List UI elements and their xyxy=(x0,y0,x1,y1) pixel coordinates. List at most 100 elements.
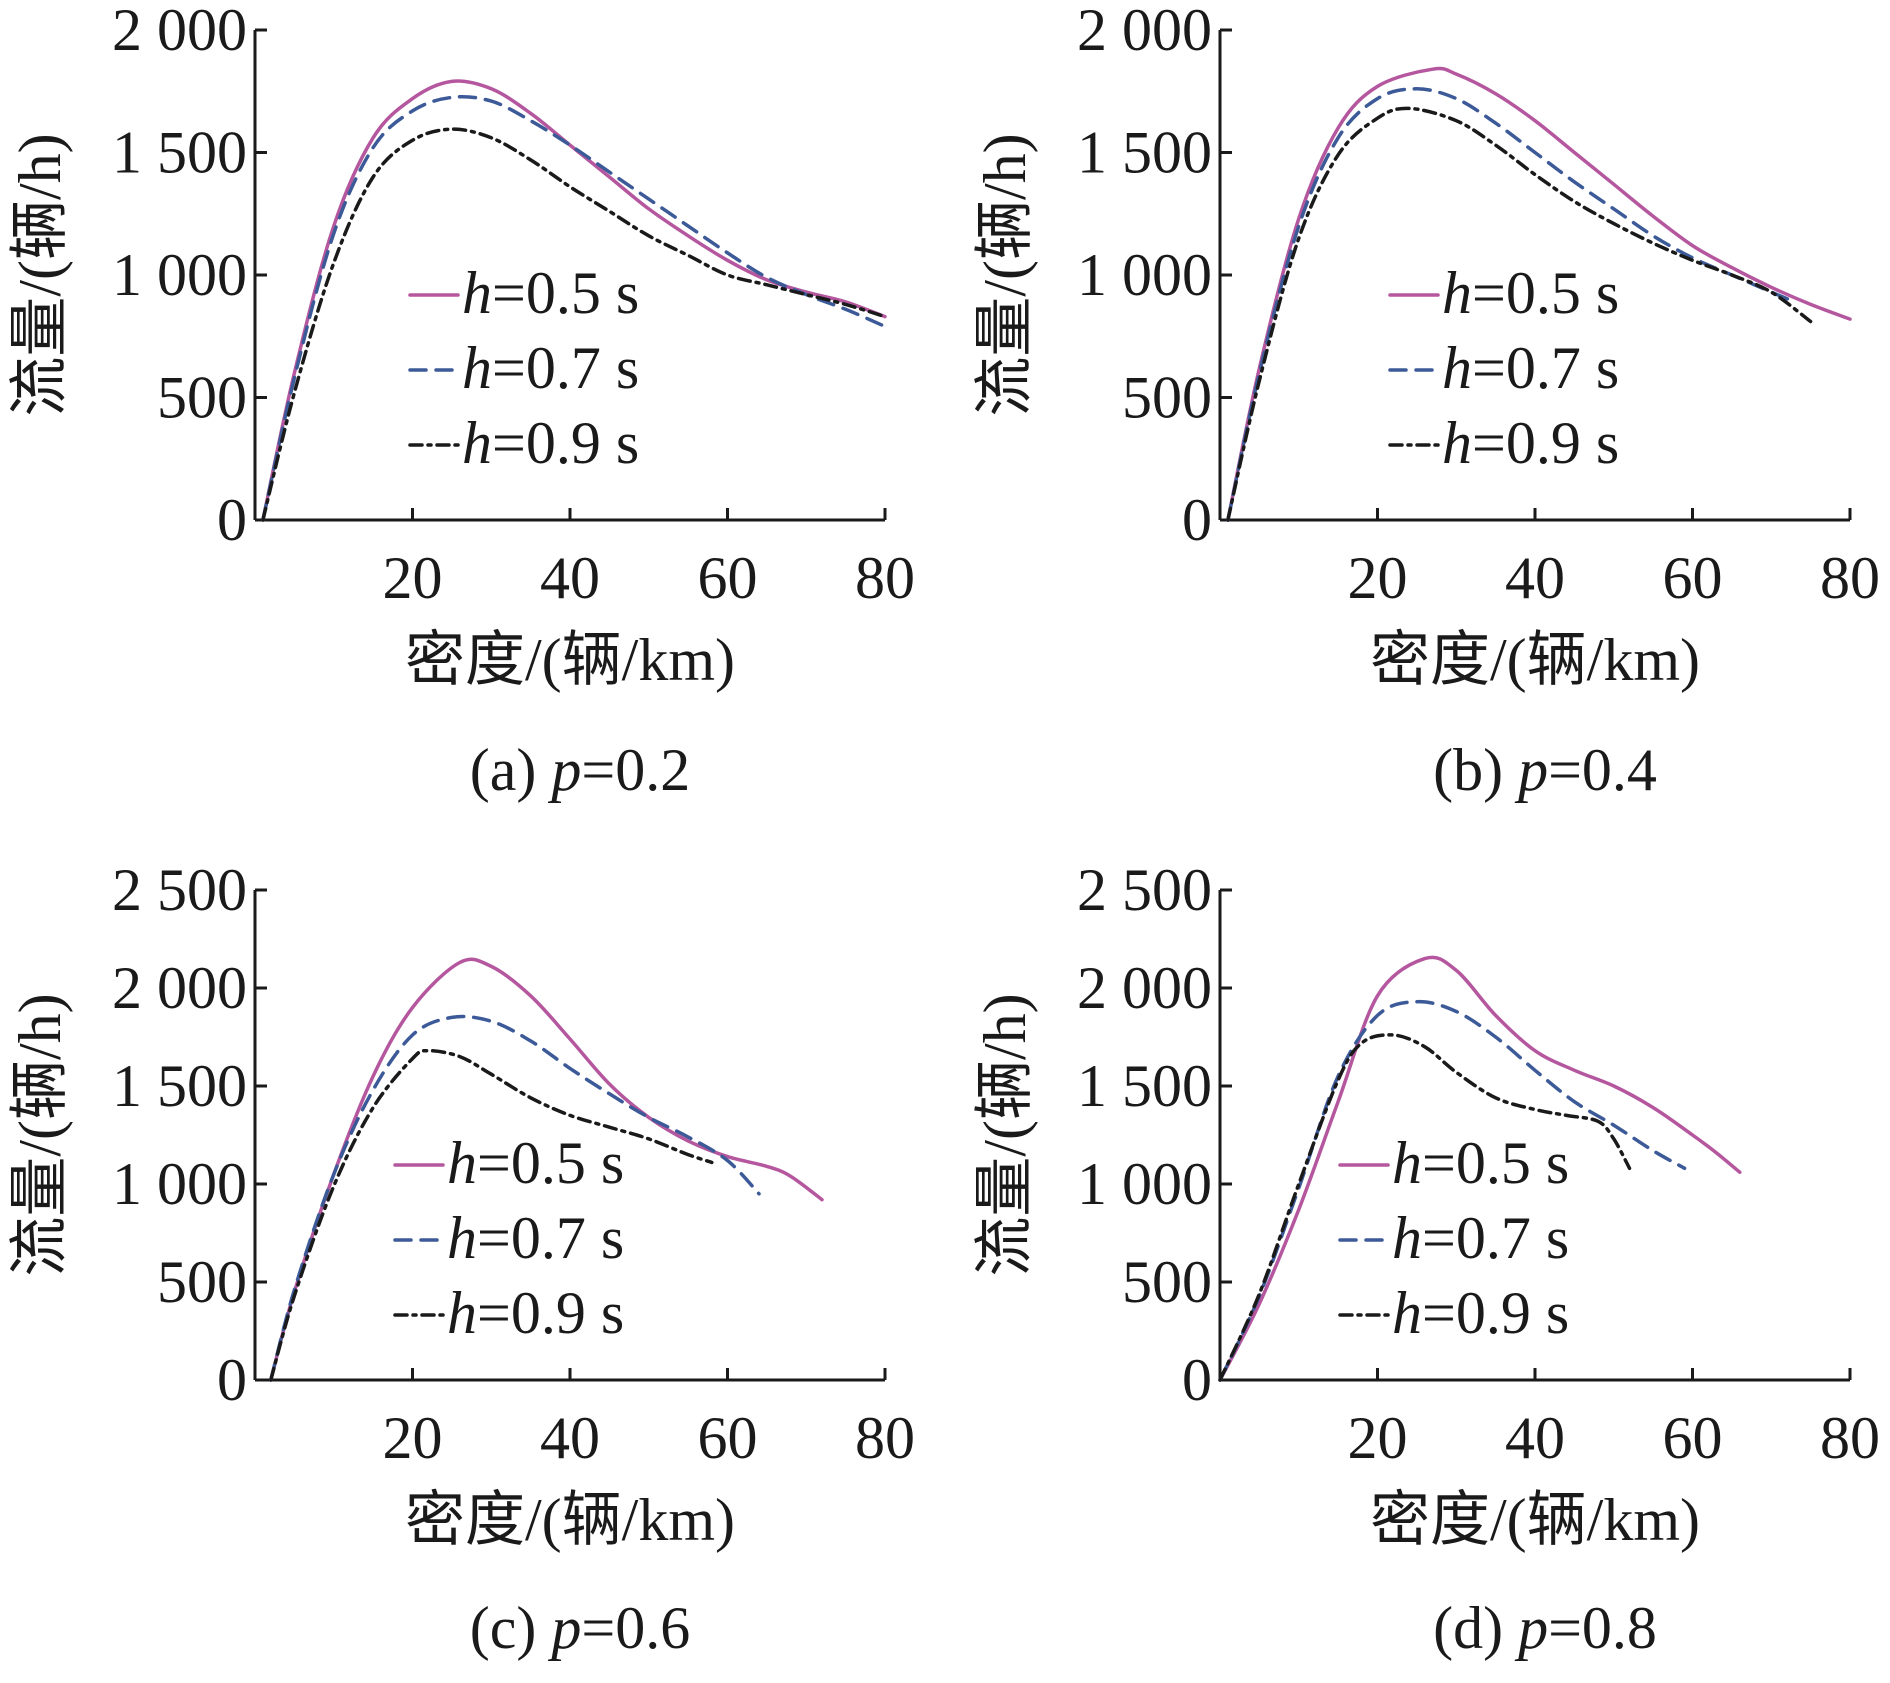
caption-prefix: (c) xyxy=(470,1595,552,1661)
legend-value: =0.7 s xyxy=(477,1205,624,1271)
legend-var: h xyxy=(462,410,492,476)
y-tick-label: 0 xyxy=(1182,1347,1212,1413)
legend-value: =0.5 s xyxy=(477,1130,624,1196)
x-axis-title: 密度/(辆/km) xyxy=(405,1487,735,1553)
panel-caption: (c) p=0.6 xyxy=(470,1595,690,1661)
legend-value: =0.7 s xyxy=(492,335,639,401)
caption-var: p xyxy=(1514,1595,1548,1661)
caption-prefix: (a) xyxy=(470,737,552,803)
y-tick-label: 500 xyxy=(157,365,247,431)
legend-label-3: h=0.9 s xyxy=(1442,410,1619,476)
y-tick-label: 1 500 xyxy=(1077,1053,1212,1119)
legend-label-2: h=0.7 s xyxy=(1442,335,1619,401)
legend-label-1: h=0.5 s xyxy=(447,1130,624,1196)
legend-label-1: h=0.5 s xyxy=(1442,260,1619,326)
y-tick-label: 0 xyxy=(217,487,247,553)
x-tick-label: 20 xyxy=(1348,1405,1408,1471)
legend-value: =0.5 s xyxy=(1422,1130,1569,1196)
caption-value: =0.6 xyxy=(581,1595,690,1661)
y-tick-label: 0 xyxy=(217,1347,247,1413)
caption-value: =0.8 xyxy=(1548,1595,1657,1661)
legend-label-2: h=0.7 s xyxy=(447,1205,624,1271)
caption-var: p xyxy=(1514,737,1548,803)
panel-b: 0 500 1 000 1 500 2 000 20 40 60 80 密度/(辆/km) 流量/(… xyxy=(972,0,1880,803)
x-tick-label: 80 xyxy=(1820,1405,1880,1471)
legend-label-2: h=0.7 s xyxy=(462,335,639,401)
x-axis-title: 密度/(辆/km) xyxy=(1370,627,1700,693)
legend-var: h xyxy=(462,335,492,401)
series-line-2 xyxy=(1226,87,1797,522)
legend-value: =0.7 s xyxy=(1472,335,1619,401)
legend-var: h xyxy=(1442,260,1472,326)
y-tick-label: 500 xyxy=(1122,1249,1212,1315)
legend-value: =0.9 s xyxy=(492,410,639,476)
series-line-3 xyxy=(1218,1033,1632,1382)
caption-var: p xyxy=(547,737,581,803)
x-tick-label: 40 xyxy=(540,545,600,611)
y-tick-label: 500 xyxy=(1122,365,1212,431)
legend-var: h xyxy=(1442,335,1472,401)
y-axis-title: 流量/(辆/h) xyxy=(7,133,73,416)
legend-var: h xyxy=(447,1130,477,1196)
y-tick-label: 1 500 xyxy=(112,1053,247,1119)
y-axis-title: 流量/(辆/h) xyxy=(972,133,1038,416)
panel-d: 0 500 1 000 1 500 2 000 2 500 20 40 60 80 密度/(辆/km… xyxy=(972,857,1880,1661)
series-line-1 xyxy=(1226,66,1852,522)
panel-c: 0 500 1 000 1 500 2 000 2 500 20 40 60 80 密度/(辆/km… xyxy=(7,857,915,1661)
y-tick-label: 1 500 xyxy=(112,120,247,186)
y-tick-label: 2 000 xyxy=(112,955,247,1021)
legend-label-3: h=0.9 s xyxy=(462,410,639,476)
legend-label-1: h=0.5 s xyxy=(1392,1130,1569,1196)
x-tick-label: 40 xyxy=(1505,545,1565,611)
series-line-2 xyxy=(269,1014,761,1382)
legend-var: h xyxy=(447,1280,477,1346)
legend-var: h xyxy=(1442,410,1472,476)
y-tick-label: 2 000 xyxy=(112,0,247,63)
x-tick-label: 20 xyxy=(1348,545,1408,611)
legend-label-2: h=0.7 s xyxy=(1392,1205,1569,1271)
x-axis-title: 密度/(辆/km) xyxy=(1370,1487,1700,1553)
legend-value: =0.9 s xyxy=(1422,1280,1569,1346)
y-tick-label: 1 000 xyxy=(1077,242,1212,308)
legend-var: h xyxy=(1392,1130,1422,1196)
y-tick-label: 1 500 xyxy=(1077,120,1212,186)
panel-caption: (a) p=0.2 xyxy=(470,737,690,803)
y-tick-label: 2 500 xyxy=(112,857,247,923)
caption-value: =0.2 xyxy=(581,737,690,803)
panel-a: 0 500 1 000 1 500 2 000 20 40 60 80 密度/(辆/km) 流量/(… xyxy=(7,0,915,803)
caption-var: p xyxy=(547,1595,581,1661)
legend-label-3: h=0.9 s xyxy=(447,1280,624,1346)
x-tick-label: 60 xyxy=(698,1405,758,1471)
legend-value: =0.5 s xyxy=(492,260,639,326)
x-axis-title: 密度/(辆/km) xyxy=(405,627,735,693)
panel-caption: (d) p=0.8 xyxy=(1433,1595,1657,1661)
panel-caption: (b) p=0.4 xyxy=(1433,737,1657,803)
legend-var: h xyxy=(1392,1205,1422,1271)
x-tick-label: 80 xyxy=(855,1405,915,1471)
legend-label-3: h=0.9 s xyxy=(1392,1280,1569,1346)
x-tick-label: 40 xyxy=(540,1405,600,1471)
y-tick-label: 1 000 xyxy=(112,242,247,308)
x-tick-label: 80 xyxy=(1820,545,1880,611)
legend-value: =0.9 s xyxy=(477,1280,624,1346)
caption-prefix: (d) xyxy=(1433,1595,1518,1661)
y-tick-label: 1 000 xyxy=(112,1151,247,1217)
legend-value: =0.5 s xyxy=(1472,260,1619,326)
series-line-2 xyxy=(261,94,887,522)
x-tick-label: 80 xyxy=(855,545,915,611)
legend-var: h xyxy=(447,1205,477,1271)
x-tick-label: 60 xyxy=(1663,1405,1723,1471)
series-line-3 xyxy=(261,127,887,522)
caption-prefix: (b) xyxy=(1433,737,1518,803)
series-line-1 xyxy=(1218,955,1742,1382)
legend-label-1: h=0.5 s xyxy=(462,260,639,326)
y-tick-label: 2 000 xyxy=(1077,955,1212,1021)
y-tick-label: 2 500 xyxy=(1077,857,1212,923)
series-line-3 xyxy=(269,1048,714,1382)
x-tick-label: 40 xyxy=(1505,1405,1565,1471)
y-tick-label: 0 xyxy=(1182,487,1212,553)
y-tick-label: 500 xyxy=(157,1249,247,1315)
y-axis-title: 流量/(辆/h) xyxy=(972,993,1038,1276)
y-tick-label: 1 000 xyxy=(1077,1151,1212,1217)
